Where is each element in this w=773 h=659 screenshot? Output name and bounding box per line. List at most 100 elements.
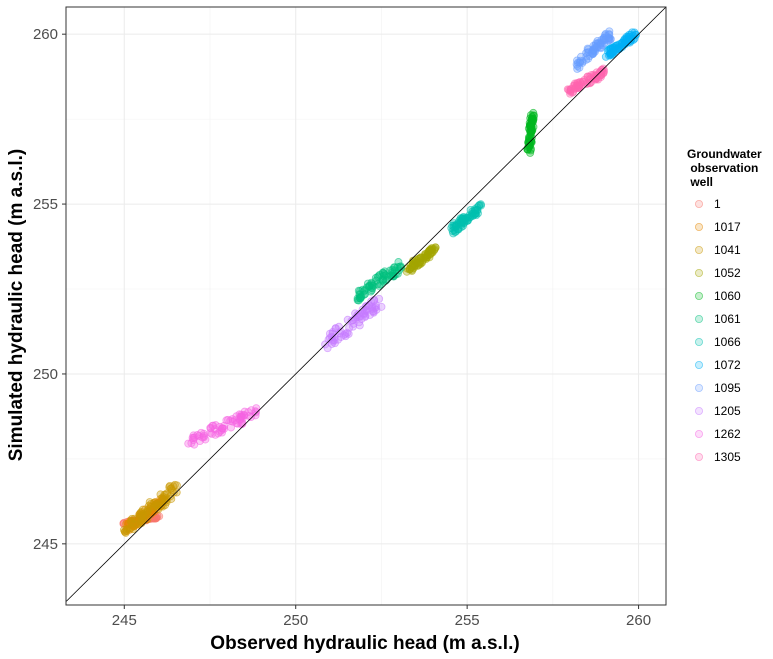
data-point: [527, 115, 536, 124]
data-point: [355, 287, 364, 296]
data-point: [615, 40, 624, 49]
data-point: [566, 87, 575, 96]
data-point: [589, 41, 598, 50]
legend-item-1262: 1262: [695, 427, 741, 441]
y-tick-label: 245: [33, 536, 58, 553]
data-point: [189, 434, 198, 443]
legend-item-1017: 1017: [695, 220, 741, 234]
series-1262: [184, 404, 261, 449]
data-point: [463, 213, 472, 222]
series-1060: [523, 108, 539, 157]
data-point: [448, 227, 457, 236]
x-tick-label: 250: [283, 612, 308, 629]
legend-label: 1052: [714, 266, 741, 280]
legend-key: [695, 222, 704, 231]
legend-item-1041: 1041: [695, 243, 741, 257]
x-tick-label: 245: [112, 612, 137, 629]
legend-title-line-1: Groundwater: [687, 147, 762, 161]
legend-label: 1061: [714, 312, 741, 326]
data-point: [591, 43, 600, 52]
legend-item-1060: 1060: [695, 289, 741, 303]
data-point: [235, 410, 244, 419]
data-point: [471, 209, 480, 218]
legend-key: [695, 291, 704, 300]
data-point: [573, 62, 582, 71]
legend-key: [695, 383, 704, 392]
data-point: [405, 265, 414, 274]
legend-label: 1305: [714, 450, 741, 464]
series-1052: [402, 243, 440, 276]
data-point: [138, 505, 147, 514]
data-point: [596, 67, 605, 76]
data-point: [527, 138, 536, 147]
data-point: [165, 481, 174, 490]
data-point: [354, 309, 363, 318]
data-point: [604, 45, 613, 54]
data-point: [370, 296, 379, 305]
legend-item-1066: 1066: [695, 335, 741, 349]
data-point: [377, 302, 386, 311]
x-axis-ticks: 245 250 255 260: [112, 605, 651, 629]
data-point: [625, 32, 634, 41]
legend-key: [695, 199, 704, 208]
data-point: [459, 215, 468, 224]
legend-key: [695, 337, 704, 346]
data-point: [368, 302, 377, 311]
series-1095: [572, 27, 615, 73]
data-point: [379, 272, 388, 281]
data-point: [156, 490, 165, 499]
legend-label: 1262: [714, 427, 741, 441]
one-to-one-line: [65, 6, 667, 602]
data-point: [476, 201, 485, 210]
y-axis-ticks: 245 250 255 260: [33, 26, 66, 553]
legend-label: 1060: [714, 289, 741, 303]
data-point: [344, 329, 353, 338]
legend-key: [695, 452, 704, 461]
data-point: [427, 249, 436, 258]
data-point: [218, 424, 227, 433]
data-point: [364, 282, 373, 291]
data-point: [190, 440, 199, 449]
legend-key: [695, 406, 704, 415]
legend-label: 1: [714, 197, 721, 211]
legend-item-1095: 1095: [695, 381, 741, 395]
grid-lines: [66, 7, 666, 605]
data-point: [251, 411, 260, 420]
legend-key: [695, 314, 704, 323]
legend-title: Groundwater observation well: [687, 147, 765, 189]
legend-key: [695, 360, 704, 369]
data-point: [596, 40, 605, 49]
data-points: [119, 27, 640, 537]
x-tick-label: 255: [455, 612, 480, 629]
legend-title-line-2: observation: [687, 161, 758, 175]
data-point: [235, 415, 244, 424]
data-point: [588, 49, 597, 58]
legend-item-1205: 1205: [695, 404, 741, 418]
plot-panel-border: [65, 6, 667, 606]
data-point: [330, 333, 339, 342]
legend-title-line-3: well: [687, 175, 713, 189]
x-tick-label: 260: [626, 612, 651, 629]
data-point: [331, 324, 340, 333]
series-1205: [321, 294, 386, 353]
data-point: [127, 523, 136, 532]
legend-label: 1072: [714, 358, 741, 372]
data-point: [251, 407, 260, 416]
data-point: [381, 276, 390, 285]
data-point: [210, 425, 219, 434]
data-point: [566, 85, 575, 94]
data-point: [157, 501, 166, 510]
legend-item-1072: 1072: [695, 358, 741, 372]
legend-label: 1095: [714, 381, 741, 395]
data-point: [613, 44, 622, 53]
y-tick-label: 260: [33, 26, 58, 43]
data-point: [414, 254, 423, 263]
data-point: [324, 335, 333, 344]
data-point: [393, 263, 402, 272]
legend-item-1305: 1305: [695, 450, 741, 464]
legend-item-1061: 1061: [695, 312, 741, 326]
data-point: [601, 34, 610, 43]
data-point: [152, 500, 161, 509]
